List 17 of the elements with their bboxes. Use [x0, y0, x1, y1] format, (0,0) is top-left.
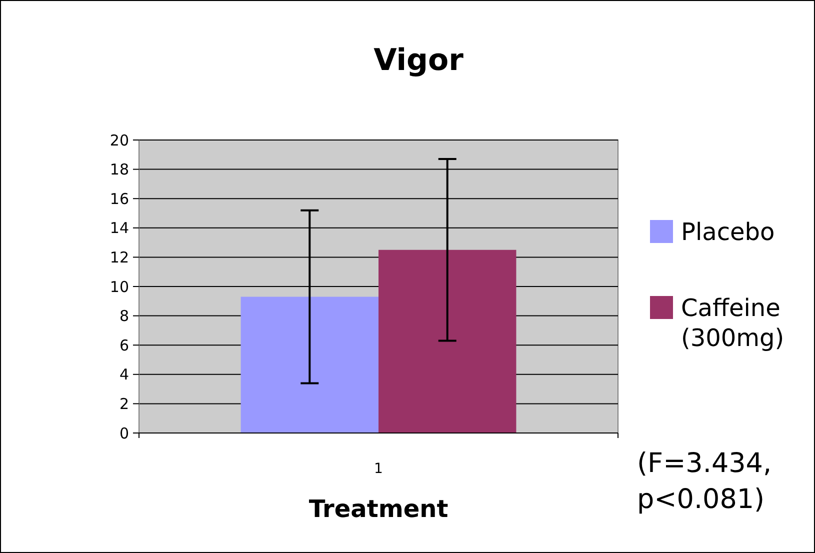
chart-title: Vigor — [374, 43, 464, 78]
y-tick-label: 20 — [110, 131, 129, 150]
x-axis-title: Treatment — [308, 495, 448, 523]
y-tick-label: 0 — [119, 424, 129, 442]
y-tick-label: 8 — [119, 307, 129, 326]
y-tick-label: 6 — [119, 336, 129, 354]
y-tick-label: 18 — [110, 160, 129, 179]
y-tick-label: 10 — [110, 278, 129, 296]
legend-label: Caffeine (300mg) — [681, 294, 784, 352]
y-tick-label: 2 — [119, 394, 129, 413]
legend-label: Placebo — [681, 218, 775, 246]
y-tick-label: 16 — [110, 190, 129, 208]
y-tick-label: 4 — [119, 366, 129, 384]
y-tick-label: 12 — [110, 248, 129, 266]
text: (F=3.434, p<0.081) — [637, 448, 772, 515]
y-tick-label: 14 — [110, 219, 129, 238]
x-tick-label: 1 — [374, 461, 383, 477]
